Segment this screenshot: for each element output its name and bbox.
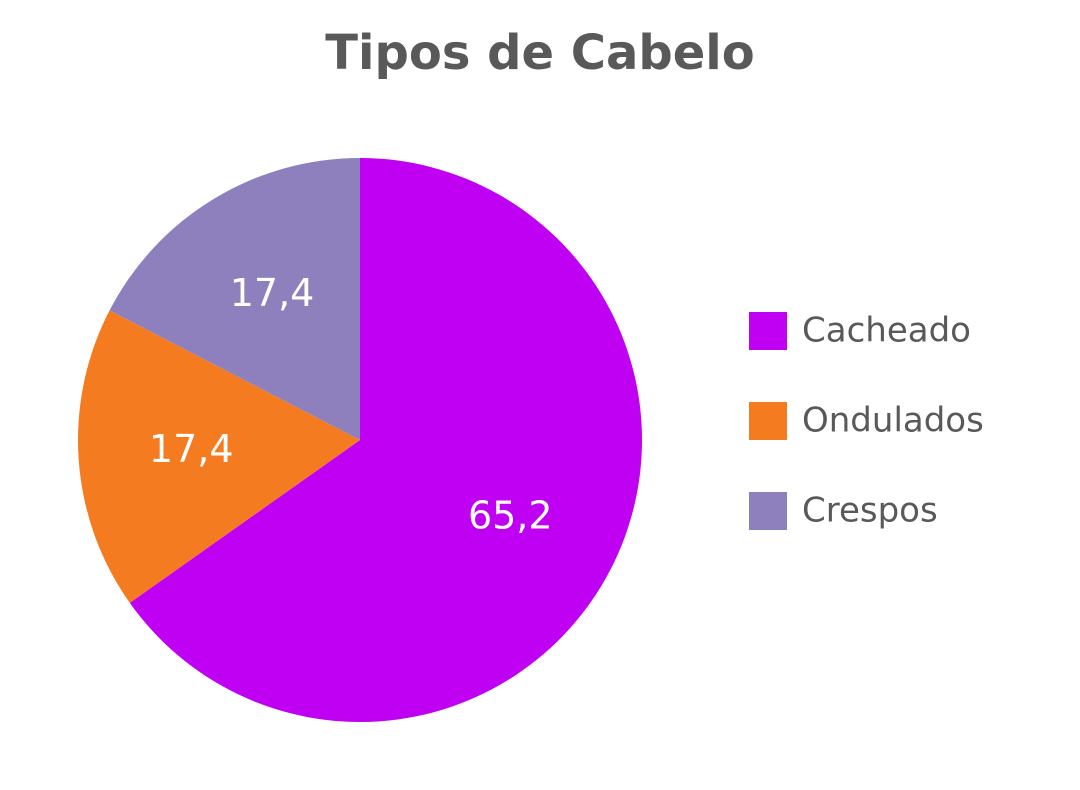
data-label: 17,4 [149, 427, 234, 471]
chart-title: Tipos de Cabelo [325, 25, 754, 81]
legend-swatch [749, 402, 787, 440]
pie-slice [77, 310, 360, 603]
legend-swatch [749, 312, 787, 350]
legend-swatch [749, 492, 787, 530]
pie-slice [109, 158, 360, 440]
data-label: 17,4 [230, 271, 315, 315]
legend-label: Crespos [802, 491, 938, 531]
data-label: 65,2 [468, 493, 553, 537]
legend-label: Cacheado [802, 311, 971, 351]
legend-label: Ondulados [802, 401, 984, 441]
pie-slice [129, 158, 643, 722]
